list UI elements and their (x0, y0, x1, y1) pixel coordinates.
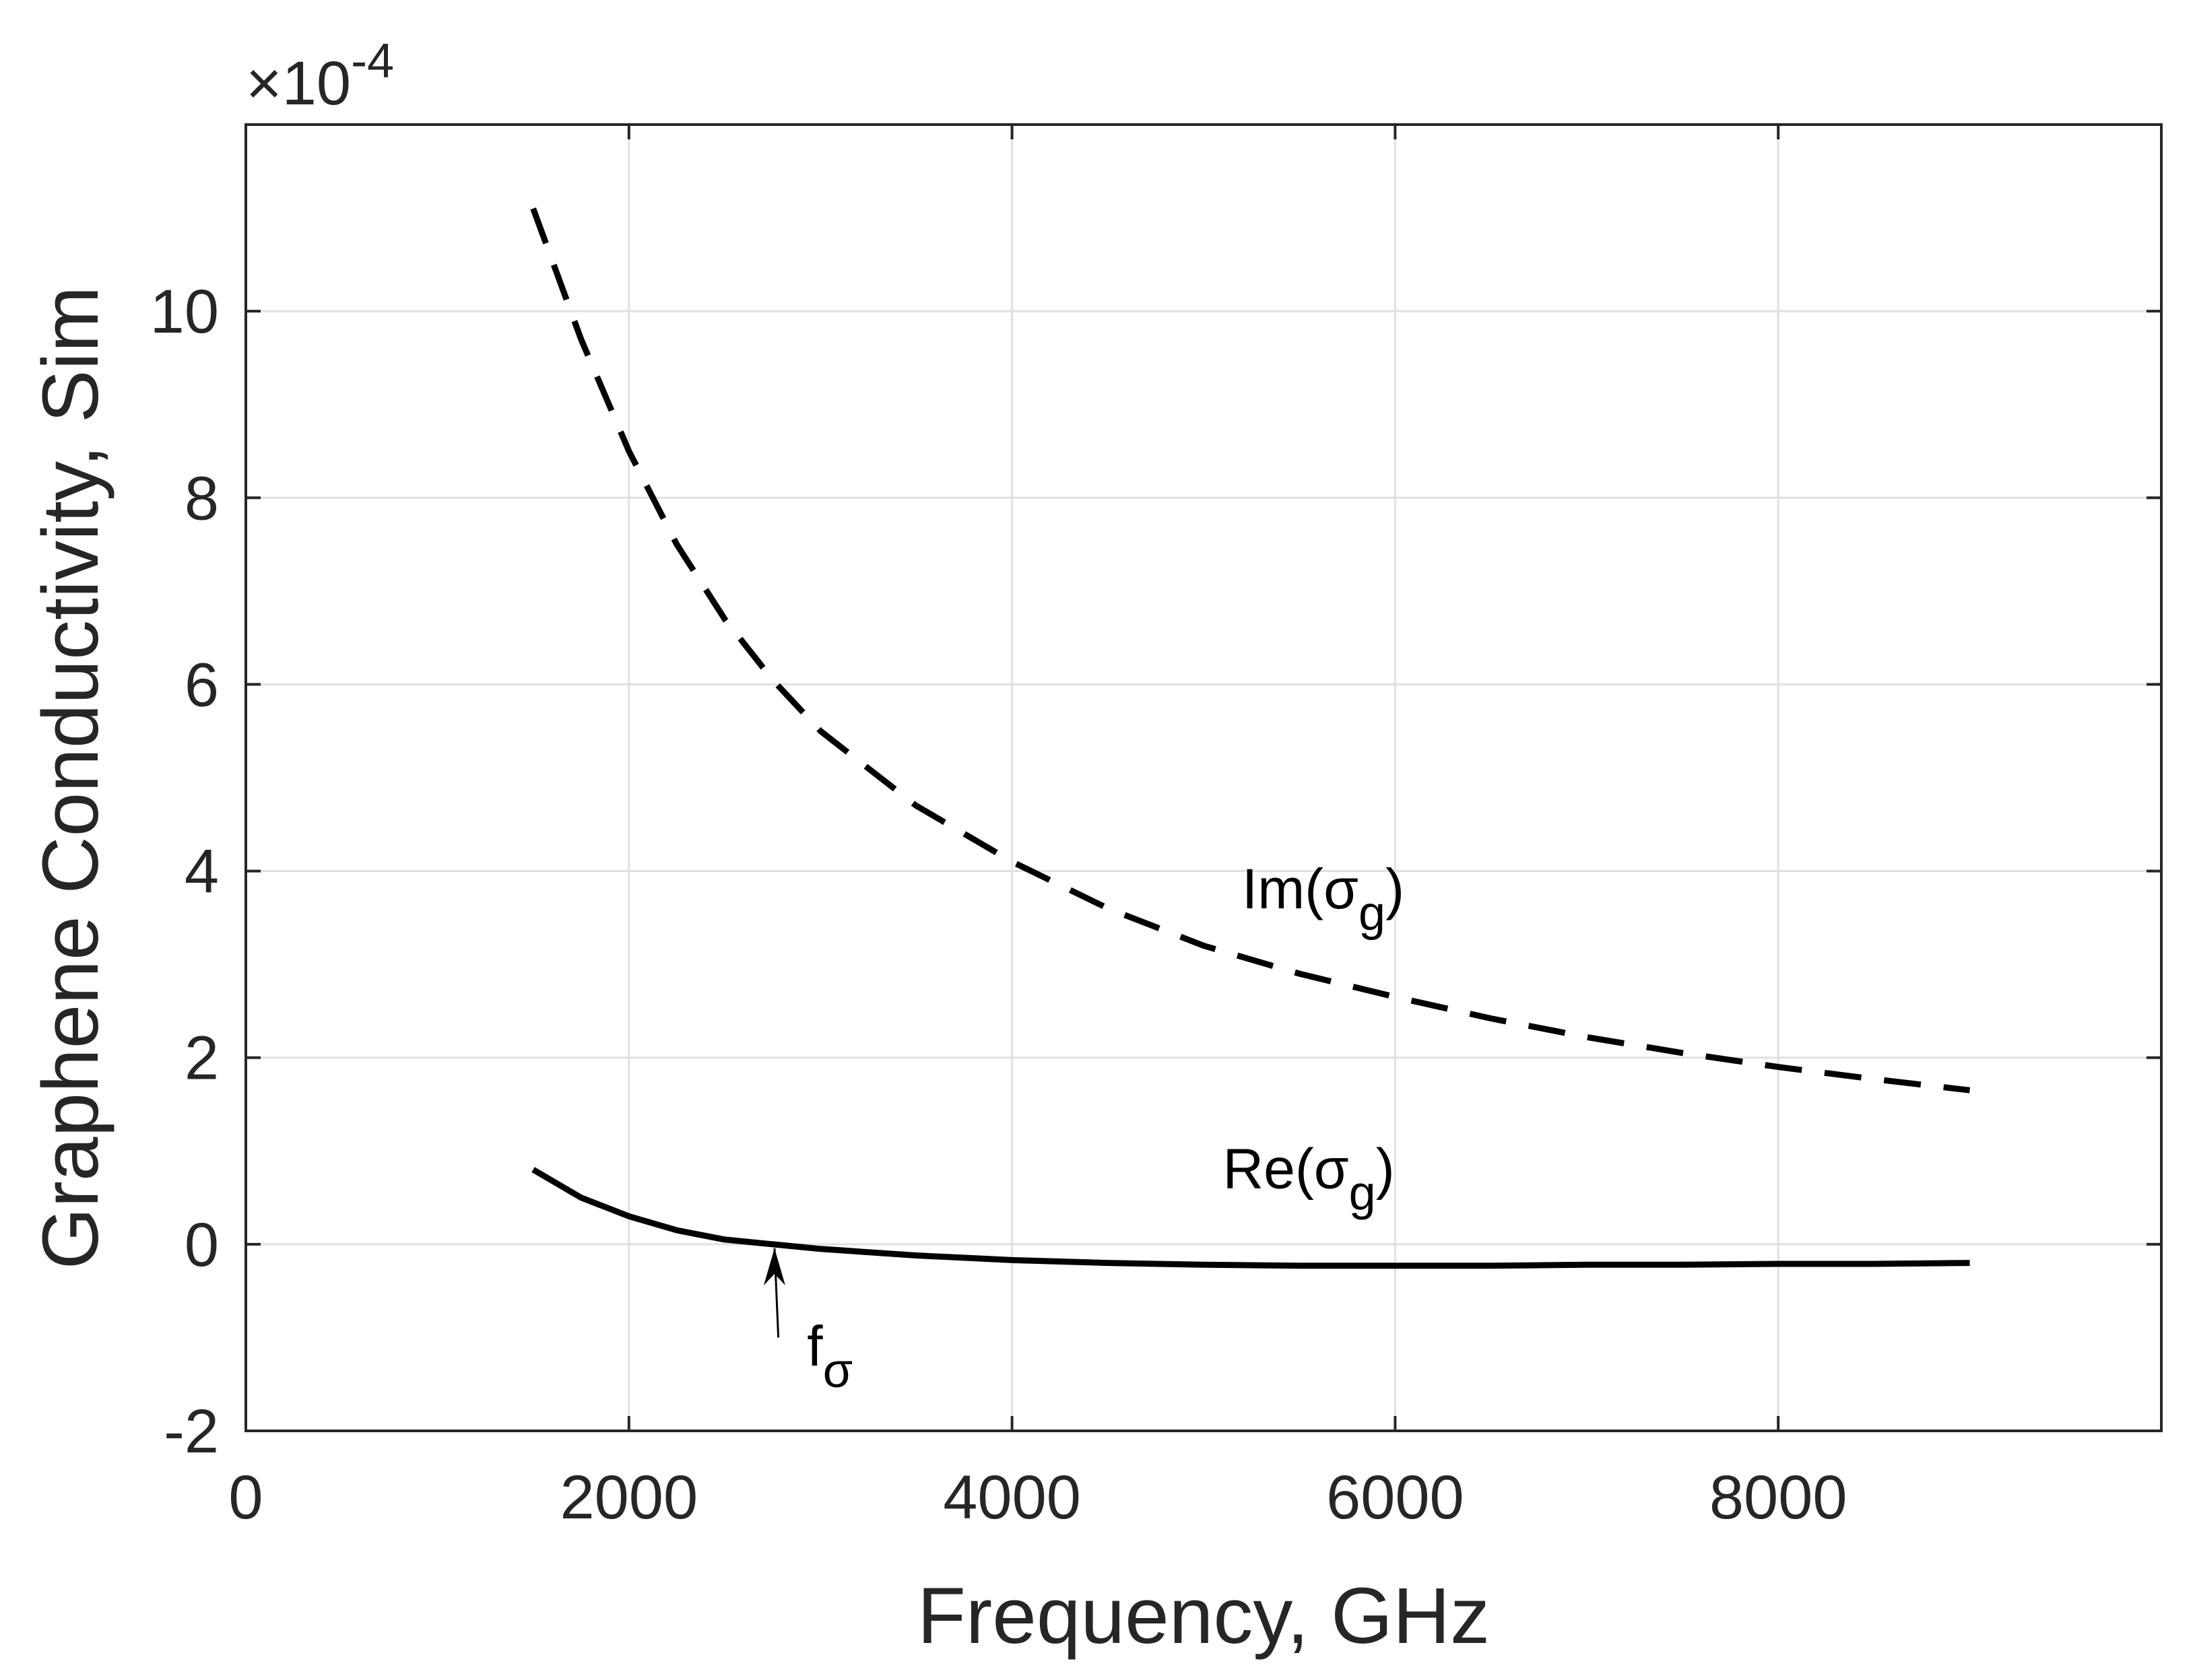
annotation-re: Re(σg) (1222, 1137, 1394, 1221)
x-axis-label: Frequency, GHz (917, 1572, 1490, 1660)
y-tick-label: 8 (185, 464, 219, 533)
y-exponent-label: ×10-4 (246, 34, 394, 118)
annotation-fsigma-subscript: σ (823, 1344, 853, 1398)
y-tick-label: 6 (185, 650, 219, 719)
y-axis-label: Graphene Conductivity, Sim (26, 286, 115, 1269)
annotation-re-close: ) (1376, 1137, 1395, 1201)
x-tick-label: 6000 (1326, 1463, 1464, 1532)
y-tick-label: 0 (185, 1211, 219, 1279)
annotation-fsigma: fσ (807, 1314, 853, 1398)
y-tick-label: -2 (164, 1397, 219, 1466)
re-sigma-series-line (531, 1167, 1970, 1269)
annotation-im-subscript: g (1358, 887, 1385, 941)
f-sigma-arrow-head (763, 1248, 785, 1285)
annotation-im-close: ) (1385, 857, 1404, 920)
x-tick-label: 0 (228, 1463, 263, 1532)
plot-area (246, 125, 2161, 1431)
axes-box (244, 123, 2163, 1432)
x-tick-label: 2000 (560, 1463, 698, 1532)
series-layer (530, 207, 1971, 1269)
y-tick-label: 2 (185, 1024, 219, 1093)
annotation-im-main: Im(σ (1242, 857, 1358, 920)
grid (246, 125, 2161, 1431)
annotation-re-main: Re(σ (1222, 1137, 1348, 1201)
annotation-im: Im(σg) (1242, 857, 1404, 941)
im-sigma-series-line (530, 207, 1971, 1094)
x-tick-label: 4000 (943, 1463, 1081, 1532)
tick-marks (244, 125, 2161, 1432)
y-tick-label: 4 (185, 838, 219, 906)
annotations: Im(σg)Re(σg)fσ (763, 857, 1404, 1398)
x-tick-label: 8000 (1709, 1463, 1847, 1532)
annotation-re-subscript: g (1349, 1167, 1376, 1221)
annotation-fsigma-main: f (807, 1314, 823, 1378)
y-tick-label: 10 (150, 277, 219, 346)
